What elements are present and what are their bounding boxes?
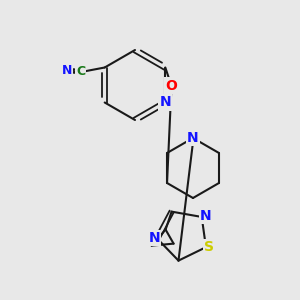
Text: N: N <box>160 95 171 110</box>
Text: S: S <box>204 240 214 254</box>
Text: N: N <box>148 231 160 244</box>
Text: N: N <box>200 209 212 223</box>
Text: N: N <box>187 131 199 145</box>
Text: C: C <box>76 65 85 78</box>
Text: O: O <box>165 79 177 92</box>
Text: N: N <box>61 64 72 77</box>
